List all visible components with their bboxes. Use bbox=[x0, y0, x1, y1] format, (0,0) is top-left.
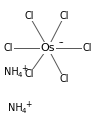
Text: NH: NH bbox=[8, 103, 23, 113]
Text: +: + bbox=[21, 64, 28, 73]
Text: +: + bbox=[25, 100, 32, 109]
Text: 4: 4 bbox=[18, 72, 22, 78]
Text: Cl: Cl bbox=[83, 43, 92, 53]
Text: Cl: Cl bbox=[4, 43, 13, 53]
Text: 4: 4 bbox=[22, 108, 26, 114]
Text: Cl: Cl bbox=[60, 11, 69, 21]
Text: Cl: Cl bbox=[24, 11, 34, 21]
Text: Cl: Cl bbox=[60, 74, 69, 84]
Text: --: -- bbox=[58, 38, 64, 47]
Text: Cl: Cl bbox=[24, 69, 34, 79]
Text: NH: NH bbox=[4, 67, 19, 77]
Text: Os: Os bbox=[41, 43, 55, 53]
